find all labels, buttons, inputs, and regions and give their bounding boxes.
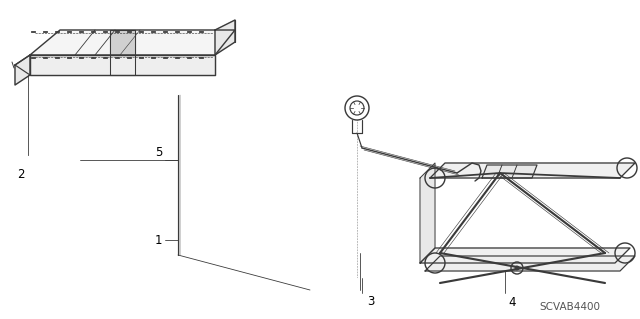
Polygon shape xyxy=(425,256,635,271)
Text: 4: 4 xyxy=(508,296,515,309)
Polygon shape xyxy=(420,163,435,263)
Polygon shape xyxy=(110,30,135,55)
Polygon shape xyxy=(430,163,635,178)
Polygon shape xyxy=(420,248,630,263)
Polygon shape xyxy=(30,30,235,55)
Text: 3: 3 xyxy=(367,295,374,308)
Text: SCVAB4400: SCVAB4400 xyxy=(540,302,600,312)
Text: 1: 1 xyxy=(154,234,162,247)
Polygon shape xyxy=(15,55,30,85)
Polygon shape xyxy=(30,55,215,75)
Polygon shape xyxy=(482,165,537,178)
Text: 5: 5 xyxy=(155,146,162,160)
Text: 2: 2 xyxy=(17,168,25,181)
Circle shape xyxy=(515,266,519,270)
Polygon shape xyxy=(215,20,235,55)
